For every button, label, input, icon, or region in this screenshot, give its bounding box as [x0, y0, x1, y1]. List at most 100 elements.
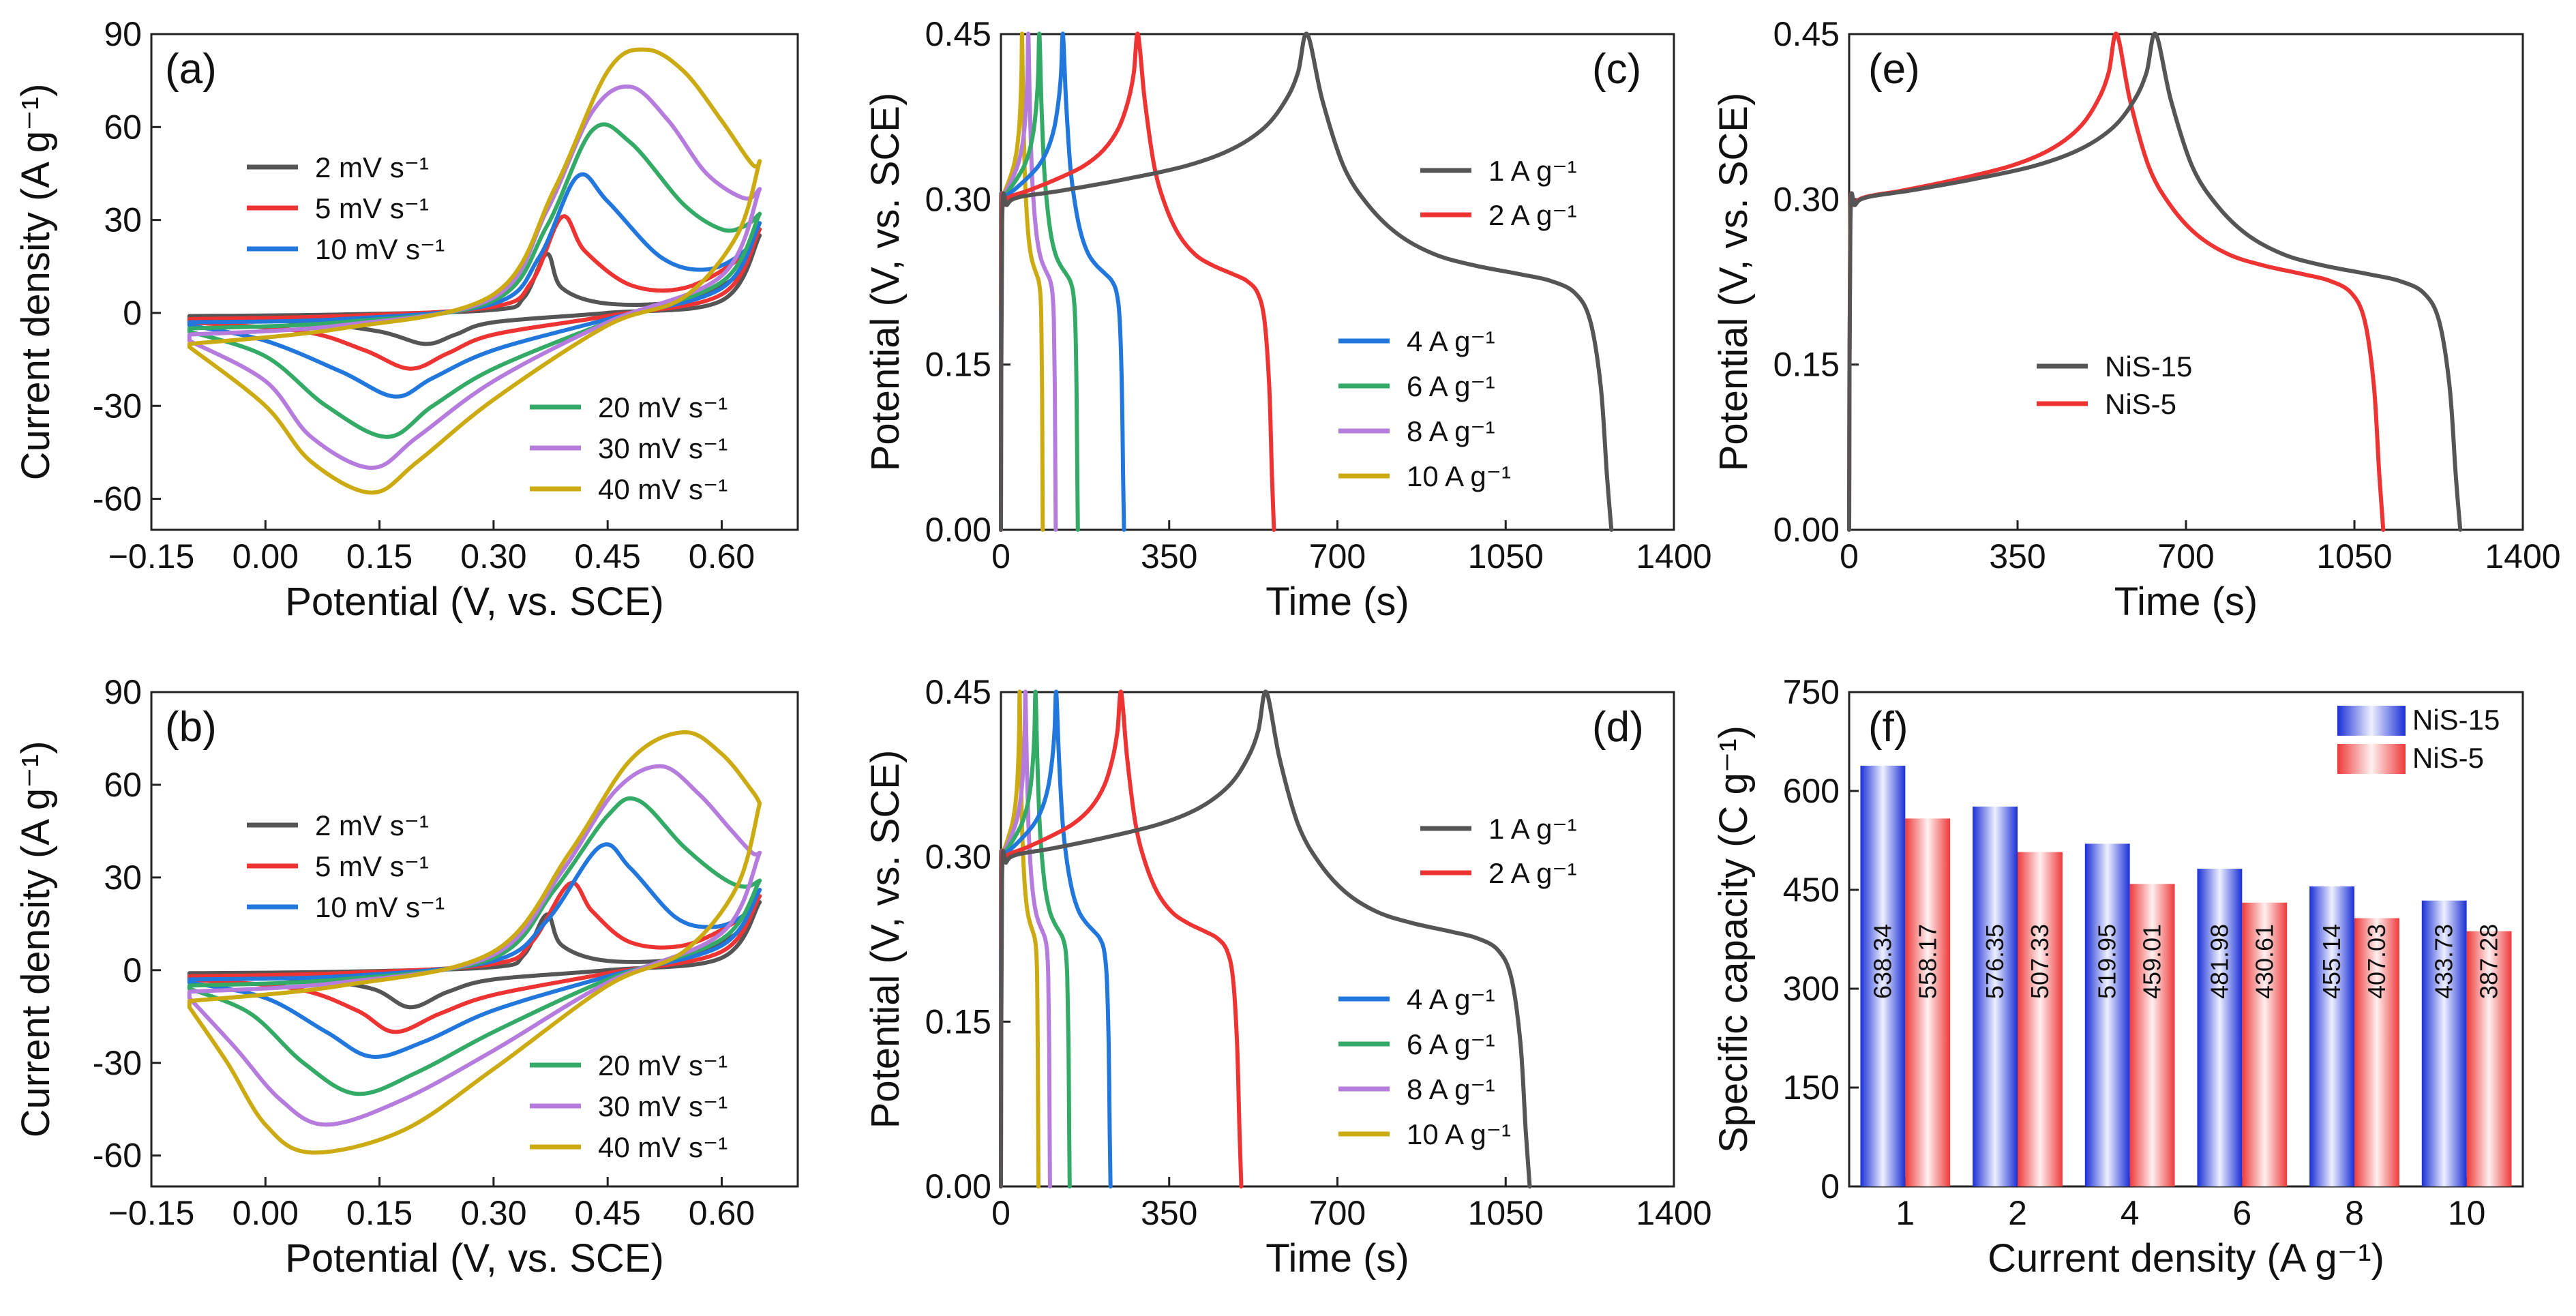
- x-tick-label: 10: [2448, 1194, 2486, 1232]
- y-tick-label: -30: [93, 1044, 142, 1082]
- gcd-curve: [999, 689, 1052, 1188]
- y-tick-label: 0.00: [1773, 511, 1840, 549]
- legend-label: 2 mV s⁻¹: [315, 809, 429, 841]
- cv-curve-3: [187, 122, 762, 439]
- y-tick-label: 450: [1783, 871, 1840, 909]
- bar-value-label: 459.01: [2138, 924, 2166, 999]
- y-axis-label: Potential (V, vs. SCE): [1711, 93, 1756, 472]
- bar-nis-5: [1905, 818, 1951, 1186]
- bar-nis-15: [1860, 765, 1906, 1186]
- legend-label: 5 mV s⁻¹: [315, 192, 429, 224]
- y-tick-label: 60: [104, 108, 142, 146]
- legend-label: 20 mV s⁻¹: [598, 1049, 728, 1081]
- x-tick-label: 0.30: [460, 1194, 526, 1232]
- y-tick-label: -60: [93, 480, 142, 518]
- panel-label: (d): [1592, 704, 1644, 751]
- panel-b: -60 -30 0 30 60 90 −0.15 0.00 0.15 0.30 0.45 0.60 Po…: [14, 673, 799, 1281]
- x-axis-label: Time (s): [1265, 580, 1409, 624]
- legend-label: 10 mV s⁻¹: [315, 891, 445, 923]
- x-tick-label: 2: [2008, 1194, 2027, 1232]
- x-tick-label: 4: [2121, 1194, 2140, 1232]
- x-axis-label: Potential (V, vs. SCE): [285, 1236, 664, 1281]
- y-tick-label: 0.30: [925, 838, 991, 876]
- y-tick-label: 150: [1783, 1068, 1840, 1107]
- bar-value-label: 638.34: [1868, 924, 1896, 999]
- legend-label: NiS-5: [2105, 388, 2176, 420]
- y-tick-label: -30: [93, 387, 142, 425]
- y-tick-label: 600: [1783, 772, 1840, 810]
- legend-label: 8 A g⁻¹: [1407, 1073, 1495, 1105]
- gcd-curve: [1847, 31, 2463, 532]
- gcd-curve: [999, 689, 1532, 1188]
- legend-label: 2 mV s⁻¹: [315, 151, 429, 183]
- panel-label: (f): [1868, 704, 1908, 751]
- cv-curve-4: [187, 764, 762, 1127]
- y-tick-label: 30: [104, 858, 142, 897]
- bar-value-label: 507.33: [2026, 924, 2054, 999]
- y-tick-label: 0.15: [925, 346, 991, 384]
- bar-value-label: 407.03: [2363, 924, 2391, 999]
- legend-label: 2 A g⁻¹: [1488, 199, 1577, 231]
- x-axis-label: Potential (V, vs. SCE): [285, 580, 664, 624]
- plot-frame: [1848, 691, 2524, 1188]
- legend-label: 6 A g⁻¹: [1407, 1028, 1495, 1060]
- x-tick-label: 0.45: [575, 537, 641, 575]
- x-tick-label: 700: [2157, 537, 2214, 575]
- bar-nis-5: [2354, 918, 2399, 1186]
- x-tick-label: 0.15: [346, 1194, 413, 1232]
- x-tick-label: 0.15: [346, 537, 413, 575]
- y-tick-label: 0.15: [925, 1002, 991, 1041]
- panel-label: (e): [1868, 46, 1920, 93]
- legend-label: 2 A g⁻¹: [1488, 857, 1577, 889]
- x-tick-label: 0.00: [233, 1194, 299, 1232]
- x-axis-label: Current density (A g⁻¹): [1988, 1236, 2384, 1281]
- y-tick-label: 0: [123, 294, 142, 332]
- bar-value-label: 576.35: [1981, 924, 2009, 999]
- y-tick-label: -60: [93, 1137, 142, 1175]
- bar-value-label: 387.28: [2475, 924, 2503, 999]
- legend-label: NiS-15: [2105, 350, 2192, 383]
- x-tick-label: 6: [2232, 1194, 2251, 1232]
- x-tick-label: 1050: [1468, 537, 1544, 575]
- legend-swatch: [2337, 744, 2406, 774]
- y-axis-label: Specific capacity (C g⁻¹): [1711, 726, 1756, 1153]
- legend-label: 4 A g⁻¹: [1407, 983, 1495, 1015]
- x-tick-label: 8: [2345, 1194, 2364, 1232]
- legend-label: NiS-15: [2412, 704, 2500, 736]
- panel-e: 0.00 0.15 0.30 0.45 0 350 700 1050 1400 Time (s) P…: [1711, 15, 2561, 624]
- y-axis-label: Potential (V, vs. SCE): [863, 750, 908, 1129]
- bar-nis-5: [2242, 902, 2288, 1186]
- x-tick-label: 0: [1840, 537, 1859, 575]
- y-tick-label: 0.00: [925, 1167, 991, 1206]
- bar-value-label: 558.17: [1913, 924, 1941, 999]
- gcd-curve: [999, 31, 1614, 532]
- y-tick-label: 30: [104, 201, 142, 239]
- legend-label: 1 A g⁻¹: [1488, 813, 1577, 845]
- legend-label: 5 mV s⁻¹: [315, 850, 429, 882]
- x-axis-label: Time (s): [2114, 580, 2258, 624]
- x-tick-label: −0.15: [108, 537, 195, 575]
- panel-label: (b): [165, 704, 217, 751]
- cv-curve-3: [187, 796, 762, 1096]
- cv-curve-4: [187, 84, 762, 470]
- panel-label: (c): [1592, 46, 1641, 93]
- legend-label: 10 A g⁻¹: [1407, 460, 1511, 492]
- plot-frame: [150, 691, 799, 1188]
- y-tick-label: 0.00: [925, 511, 991, 549]
- y-axis-label: Current density (A g⁻¹): [14, 84, 58, 481]
- legend-label: 30 mV s⁻¹: [598, 432, 728, 464]
- y-tick-label: 0.30: [1773, 180, 1840, 218]
- bar-value-label: 481.98: [2205, 924, 2233, 999]
- x-tick-label: 1050: [1468, 1194, 1544, 1232]
- y-tick-label: 60: [104, 766, 142, 804]
- x-tick-label: 350: [1141, 537, 1197, 575]
- y-tick-label: 90: [104, 673, 142, 711]
- y-tick-label: 0.30: [925, 180, 991, 218]
- legend-label: 1 A g⁻¹: [1488, 155, 1577, 187]
- bar-nis-15: [2197, 869, 2243, 1186]
- y-tick-label: 0.45: [925, 673, 991, 711]
- y-tick-label: 0.15: [1773, 346, 1840, 384]
- bar-value-label: 430.61: [2250, 924, 2278, 999]
- x-tick-label: 700: [1309, 537, 1366, 575]
